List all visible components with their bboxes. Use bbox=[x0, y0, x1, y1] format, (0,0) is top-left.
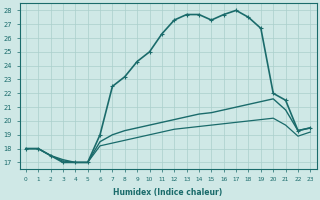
X-axis label: Humidex (Indice chaleur): Humidex (Indice chaleur) bbox=[114, 188, 223, 197]
